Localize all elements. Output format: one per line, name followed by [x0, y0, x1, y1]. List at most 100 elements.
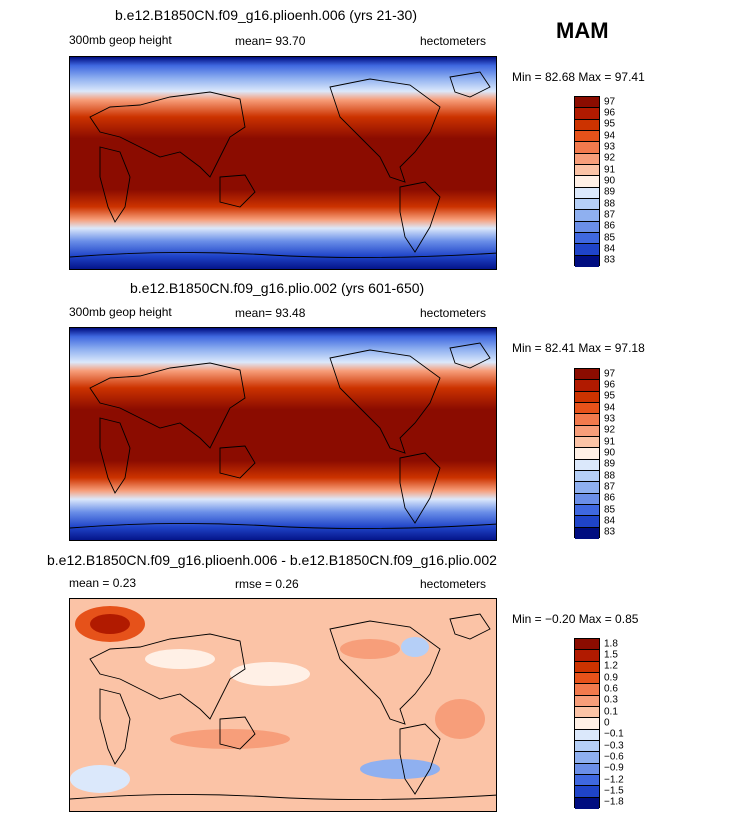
colorbar-label: 87 [604, 209, 616, 221]
colorbar-swatch [575, 391, 599, 403]
colorbar-swatch [575, 661, 599, 673]
colorbar-label: 89 [604, 186, 616, 198]
colorbar-label: 96 [604, 379, 616, 391]
panel-2-mean: mean= 93.48 [235, 306, 306, 320]
colorbar-swatch [575, 459, 599, 471]
colorbar-swatch [575, 639, 599, 651]
panel-3-mean: mean = 0.23 [69, 576, 137, 590]
colorbar-swatch [575, 504, 599, 517]
panel-2-minmax: Min = 82.41 Max = 97.18 [512, 341, 645, 355]
colorbar-swatch [575, 255, 599, 267]
panel-2-map [69, 327, 497, 541]
colorbar-swatch [575, 153, 599, 165]
colorbar-label: 84 [604, 515, 616, 527]
panel-2-colorbar [574, 368, 600, 539]
colorbar-swatch [575, 527, 599, 539]
colorbar-label: 84 [604, 243, 616, 255]
colorbar-label: 95 [604, 118, 616, 130]
colorbar-swatch [575, 740, 599, 753]
colorbar-label: 89 [604, 458, 616, 470]
colorbar-swatch [575, 425, 599, 437]
colorbar-swatch [575, 774, 599, 787]
colorbar-swatch [575, 706, 599, 719]
colorbar-swatch [575, 752, 599, 764]
colorbar-label: 91 [604, 436, 616, 448]
colorbar-swatch [575, 718, 599, 730]
colorbar-label: 0 [604, 717, 610, 729]
colorbar-label: −1.5 [604, 785, 624, 797]
colorbar-label: 87 [604, 481, 616, 493]
colorbar-swatch [575, 380, 599, 392]
colorbar-swatch [575, 493, 599, 505]
colorbar-label: 97 [604, 96, 616, 108]
colorbar-swatch [575, 470, 599, 483]
colorbar-label: 83 [604, 254, 616, 266]
colorbar-label: 97 [604, 368, 616, 380]
panel-1-variable-label: 300mb geop height [69, 33, 172, 47]
colorbar-swatch [575, 797, 599, 809]
colorbar-label: −0.6 [604, 751, 624, 763]
colorbar-label: −1.2 [604, 774, 624, 786]
colorbar-swatch [575, 97, 599, 109]
colorbar-label: 93 [604, 141, 616, 153]
colorbar-label: 96 [604, 107, 616, 119]
colorbar-label: 1.5 [604, 649, 618, 661]
panel-1-title: b.e12.B1850CN.f09_g16.plioenh.006 (yrs 2… [115, 7, 417, 23]
colorbar-swatch [575, 142, 599, 154]
panel-3-minmax: Min = −0.20 Max = 0.85 [512, 612, 639, 626]
panel-3-units: hectometers [420, 577, 487, 591]
colorbar-label: 1.8 [604, 638, 618, 650]
colorbar-label: 0.3 [604, 694, 618, 706]
colorbar-label: 94 [604, 130, 616, 142]
panel-1-minmax: Min = 82.68 Max = 97.41 [512, 70, 645, 84]
colorbar-swatch [575, 244, 599, 256]
colorbar-label: −1.8 [604, 796, 624, 808]
colorbar-label: 92 [604, 152, 616, 164]
colorbar-label: −0.9 [604, 762, 624, 774]
colorbar-swatch [575, 448, 599, 460]
colorbar-swatch [575, 763, 599, 775]
colorbar-label: 0.9 [604, 672, 618, 684]
colorbar-label: 85 [604, 504, 616, 516]
colorbar-swatch [575, 729, 599, 741]
colorbar-swatch [575, 210, 599, 222]
colorbar-swatch [575, 108, 599, 120]
colorbar-label: 90 [604, 175, 616, 187]
panel-1-map [69, 56, 497, 270]
panel-1-map-field [70, 57, 496, 269]
colorbar-label: 0.1 [604, 706, 618, 718]
colorbar-swatch [575, 119, 599, 131]
panel-3-title: b.e12.B1850CN.f09_g16.plioenh.006 - b.e1… [47, 552, 497, 568]
panel-1-colorbar [574, 96, 600, 267]
colorbar-swatch [575, 414, 599, 426]
colorbar-swatch [575, 482, 599, 494]
colorbar-swatch [575, 695, 599, 707]
colorbar-label: 90 [604, 447, 616, 459]
colorbar-label: 95 [604, 390, 616, 402]
colorbar-swatch [575, 176, 599, 188]
colorbar-swatch [575, 198, 599, 211]
panel-2-map-field [70, 328, 496, 540]
colorbar-swatch [575, 232, 599, 245]
panel-2-units: hectometers [420, 306, 487, 320]
colorbar-swatch [575, 436, 599, 449]
colorbar-label: 92 [604, 424, 616, 436]
colorbar-swatch [575, 130, 599, 143]
colorbar-swatch [575, 650, 599, 662]
colorbar-swatch [575, 221, 599, 233]
panel-1-units: hectometers [420, 34, 487, 48]
colorbar-label: 1.2 [604, 660, 618, 672]
colorbar-swatch [575, 786, 599, 798]
panel-1-mean: mean= 93.70 [235, 34, 306, 48]
colorbar-swatch [575, 684, 599, 696]
colorbar-swatch [575, 369, 599, 381]
colorbar-label: −0.1 [604, 728, 624, 740]
colorbar-swatch [575, 402, 599, 415]
colorbar-label: −0.3 [604, 740, 624, 752]
colorbar-label: 91 [604, 164, 616, 176]
panel-3-map-field [70, 599, 496, 811]
colorbar-label: 93 [604, 413, 616, 425]
season-label: MAM [556, 18, 609, 43]
panel-3-map [69, 598, 497, 812]
panel-3-colorbar [574, 638, 600, 809]
